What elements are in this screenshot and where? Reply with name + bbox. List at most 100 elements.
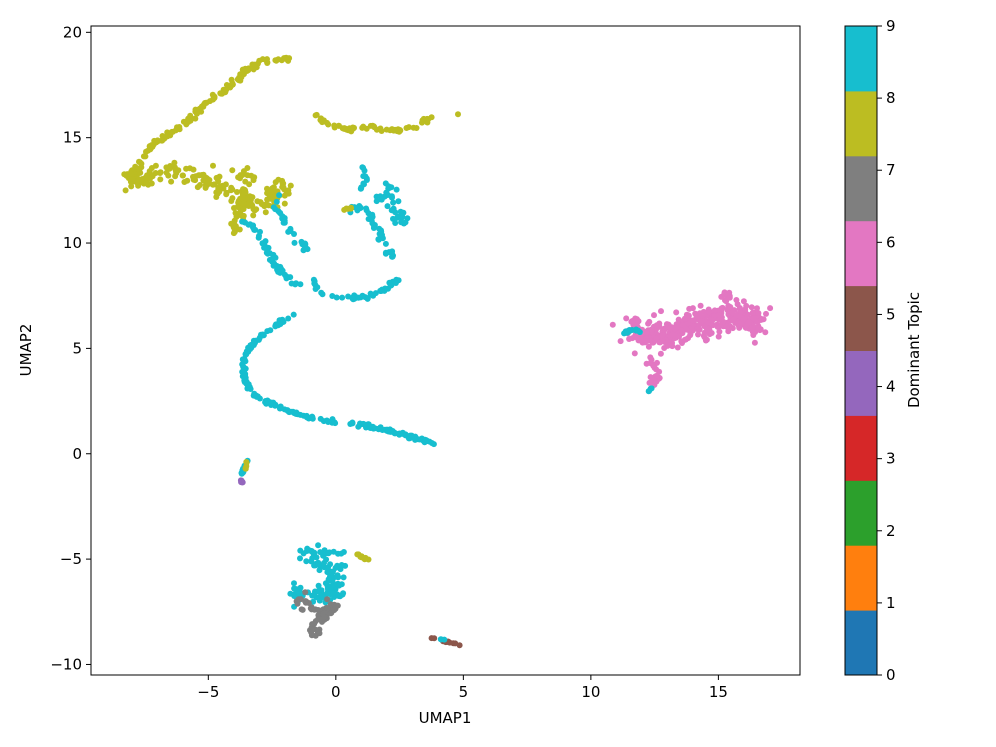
scatter-point-topic-6: [749, 324, 756, 331]
y-tick-label: 15: [63, 129, 82, 147]
scatter-point-topic-8: [229, 167, 236, 174]
scatter-point-topic-8: [149, 143, 156, 150]
scatter-point-topic-9: [392, 220, 399, 226]
scatter-point-topic-9: [327, 561, 334, 568]
scatter-point-topic-9: [291, 585, 298, 592]
scatter-point-topic-9: [256, 395, 263, 402]
scatter-point-topic-8: [455, 111, 461, 118]
scatter-point-topic-9: [315, 542, 322, 549]
scatter-point-topic-6: [623, 315, 630, 322]
scatter-point-topic-8: [236, 74, 242, 81]
x-axis: −5 0 5 10 15: [197, 675, 728, 701]
scatter-point-topic-8: [219, 90, 225, 97]
scatter-point-topic-8: [383, 126, 390, 133]
scatter-point-topic-8: [249, 194, 256, 201]
scatter-point-topic-6: [723, 323, 730, 330]
scatter-point-topic-6: [653, 372, 660, 379]
scatter-point-topic-8: [226, 83, 233, 90]
scatter-point-topic-9: [338, 550, 345, 557]
scatter-point-topic-6: [701, 323, 708, 330]
scatter-point-topic-9: [308, 558, 315, 565]
y-tick-label: 10: [63, 234, 82, 252]
colorbar-band-9: [845, 26, 877, 92]
scatter-point-topic-8: [244, 172, 251, 179]
scatter-point-topic-8: [232, 210, 239, 216]
scatter-point-topic-8: [243, 459, 250, 465]
scatter-point-topic-6: [690, 317, 697, 324]
scatter-point-topic-6: [726, 289, 733, 296]
scatter-point-topic-9: [308, 414, 315, 421]
scatter-point-topic-9: [359, 292, 366, 299]
scatter-point-topic-6: [750, 315, 757, 322]
scatter-point-topic-9: [382, 180, 389, 187]
scatter-point-topic-8: [320, 117, 327, 124]
scatter-point-topic-9: [384, 203, 391, 210]
scatter-point-topic-6: [755, 310, 762, 317]
scatter-point-topic-8: [164, 133, 171, 140]
scatter-point-topic-6: [718, 305, 725, 312]
x-tick-label: 0: [331, 683, 341, 701]
scatter-point-topic-9: [240, 363, 247, 370]
scatter-point-topic-6: [698, 318, 705, 325]
scatter-point-topic-9: [325, 419, 332, 425]
scatter-point-topic-9: [264, 398, 271, 405]
scatter-point-topic-9: [281, 217, 288, 224]
scatter-point-topic-8: [200, 171, 207, 178]
scatter-point-topic-8: [132, 163, 139, 170]
scatter-point-topic-6: [674, 344, 681, 351]
colorbar-frame: [844, 25, 878, 676]
scatter-point-topic-9: [392, 280, 399, 286]
scatter-point-topic-6: [748, 304, 755, 311]
scatter-point-topic-8: [138, 164, 145, 171]
scatter-point-topic-8: [263, 57, 270, 64]
scatter-point-topic-9: [311, 549, 318, 556]
scatter-point-topic-6: [650, 380, 657, 387]
scatter-point-topic-6: [643, 329, 650, 336]
scatter-point-topic-8: [230, 230, 237, 237]
scatter-point-topic-7: [294, 600, 301, 607]
scatter-point-topic-9: [389, 428, 396, 434]
scatter-point-topic-9: [430, 441, 437, 448]
scatter-point-topic-6: [658, 308, 664, 315]
scatter-point-topic-6: [687, 331, 694, 338]
colorbar-band-3: [845, 415, 877, 481]
scatter-point-topic-6: [669, 331, 676, 338]
scatter-point-topic-8: [157, 176, 164, 183]
scatter-point-topic-6: [659, 332, 666, 339]
scatter-point-topic-6: [758, 316, 764, 323]
scatter-point-topic-9: [242, 373, 248, 380]
scatter-point-topic-8: [200, 101, 207, 108]
scatter-point-topic-9: [375, 236, 382, 243]
scatter-point-topic-6: [669, 343, 676, 350]
colorbar-tick-label: 7: [886, 161, 896, 179]
scatter-point-topic-6: [645, 320, 652, 327]
scatter-point-topic-9: [372, 290, 379, 297]
scatter-point-topic-6: [755, 326, 762, 332]
scatter-point-topic-9: [340, 590, 347, 597]
scatter-point-topic-9: [251, 226, 258, 233]
scatter-point-topic-8: [213, 189, 220, 196]
scatter-point-topic-6: [740, 316, 747, 323]
scatter-point-topic-6: [701, 334, 708, 341]
y-axis: −10 −5 0 5 10 15 20: [50, 23, 91, 673]
scatter-point-topic-8: [267, 193, 273, 200]
scatter-point-topic-8: [231, 205, 237, 211]
scatter-point-topic-8: [262, 209, 269, 216]
colorbar-tick-label: 9: [886, 17, 896, 35]
scatter-point-topic-8: [281, 55, 287, 62]
scatter-point-topic-6: [617, 338, 624, 345]
scatter-point-topic-9: [288, 280, 295, 287]
scatter-point-topic-8: [215, 178, 222, 185]
scatter-point-topic-8: [171, 159, 178, 166]
scatter-point-topic-9: [239, 218, 246, 225]
scatter-point-topic-8: [152, 162, 159, 169]
scatter-point-topic-9: [408, 432, 415, 439]
scatter-point-topic-6: [754, 305, 760, 312]
y-tick-label: −10: [50, 655, 82, 673]
scatter-point-topic-9: [396, 431, 403, 438]
scatter-point-topic-4: [238, 479, 245, 486]
scatter-point-topic-7: [302, 589, 309, 596]
colorbar-band-7: [845, 155, 877, 222]
scatter-point-topic-9: [246, 345, 253, 352]
scatter-point-topic-9: [369, 220, 376, 227]
